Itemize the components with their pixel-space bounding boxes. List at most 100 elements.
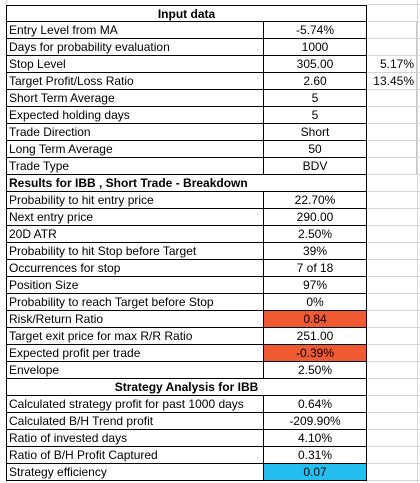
cell-label[interactable]: Envelope	[6, 362, 264, 379]
cell-value[interactable]: 2.60	[264, 73, 367, 90]
gridline	[367, 191, 420, 192]
cell-label[interactable]: Expected holding days	[6, 107, 264, 124]
cell-label[interactable]: 20D ATR	[6, 226, 264, 243]
cell-label[interactable]: Risk/Return Ratio	[6, 311, 264, 328]
cell-extra[interactable]: 13.45%	[367, 73, 417, 90]
results-row: Position Size 97%	[0, 277, 420, 294]
gridline	[367, 344, 420, 345]
cell-label[interactable]: Stop Level	[6, 56, 264, 73]
results-row: Envelope 2.50%	[0, 362, 420, 379]
input-row: Trade Type BDV	[0, 158, 420, 175]
results-row: Expected profit per trade -0.39%	[0, 345, 420, 362]
cell-value[interactable]: BDV	[264, 158, 367, 175]
strategy-section-title-row: Strategy Analysis for IBB	[0, 379, 420, 396]
cell-value[interactable]: 97%	[264, 277, 367, 294]
gridline	[367, 89, 420, 90]
cell-value[interactable]: 2.50%	[264, 226, 367, 243]
cell-label[interactable]: Long Term Average	[6, 141, 264, 158]
cell-label[interactable]: Ratio of B/H Profit Captured	[6, 447, 264, 464]
cell-value[interactable]: 2.50%	[264, 362, 367, 379]
cell-extra[interactable]	[367, 124, 417, 141]
results-row: Risk/Return Ratio 0.84	[0, 311, 420, 328]
input-row: Expected holding days 5	[0, 107, 420, 124]
cell-label[interactable]: Entry Level from MA	[6, 22, 264, 39]
cell-value[interactable]: 7 of 18	[264, 260, 367, 277]
cell-value[interactable]: 1000	[264, 39, 367, 56]
input-row: Long Term Average 50	[0, 141, 420, 158]
cell-label[interactable]: Trade Type	[6, 158, 264, 175]
cell-value[interactable]: -5.74%	[264, 22, 367, 39]
cell-label[interactable]: Next entry price	[6, 209, 264, 226]
cell-value[interactable]: 22.70%	[264, 192, 367, 209]
cell-value[interactable]: -209.90%	[264, 413, 367, 430]
strategy-row: Ratio of B/H Profit Captured 0.31%	[0, 447, 420, 464]
gridline	[367, 106, 420, 107]
cell-label[interactable]: Expected profit per trade	[6, 345, 264, 362]
results-section-title[interactable]: Results for IBB , Short Trade - Breakdow…	[6, 175, 367, 192]
cell-value[interactable]: 5	[264, 107, 367, 124]
cell-extra[interactable]: 5.17%	[367, 56, 417, 73]
gridline	[367, 480, 420, 481]
cell-value[interactable]: 50	[264, 141, 367, 158]
strategy-row: Calculated strategy profit for past 1000…	[0, 396, 420, 413]
results-row: Occurrences for stop 7 of 18	[0, 260, 420, 277]
cell-extra[interactable]	[367, 141, 417, 158]
gridline	[367, 412, 420, 413]
cell-label[interactable]: Strategy efficiency	[6, 464, 264, 481]
cell-value[interactable]: 251.00	[264, 328, 367, 345]
gridline	[367, 38, 420, 39]
cell-label[interactable]: Probability to hit Stop before Target	[6, 243, 264, 260]
cell-label[interactable]: Target Profit/Loss Ratio	[6, 73, 264, 90]
cell-value[interactable]: 5	[264, 90, 367, 107]
cell-label[interactable]: Probability to hit entry price	[6, 192, 264, 209]
gridline	[367, 293, 420, 294]
cell-extra[interactable]	[367, 90, 417, 107]
gridline	[417, 0, 418, 483]
results-row: 20D ATR 2.50%	[0, 226, 420, 243]
strategy-section-title[interactable]: Strategy Analysis for IBB	[6, 379, 367, 396]
cell-extra[interactable]	[367, 107, 417, 124]
cell-value[interactable]: 39%	[264, 243, 367, 260]
cell-value[interactable]: 0%	[264, 294, 367, 311]
cell-value[interactable]: 290.00	[264, 209, 367, 226]
cell-label[interactable]: Short Term Average	[6, 90, 264, 107]
cell-label[interactable]: Days for probability evaluation	[6, 39, 264, 56]
gridline	[367, 463, 420, 464]
cell-extra[interactable]	[367, 22, 417, 39]
gridline	[367, 72, 420, 73]
cell-value[interactable]: Short	[264, 124, 367, 141]
gridline	[367, 446, 420, 447]
gridline	[367, 21, 420, 22]
cell-extra[interactable]	[367, 39, 417, 56]
cell-extra[interactable]	[367, 158, 417, 175]
cell-label[interactable]: Trade Direction	[6, 124, 264, 141]
strategy-row: Strategy efficiency 0.07	[0, 464, 420, 481]
results-section-title-row: Results for IBB , Short Trade - Breakdow…	[0, 175, 420, 192]
input-header-row: Input data	[0, 5, 420, 22]
gridline	[367, 4, 420, 5]
gridline	[367, 310, 420, 311]
cell-value[interactable]: 0.31%	[264, 447, 367, 464]
cell-value[interactable]: -0.39%	[264, 345, 367, 362]
cell-value[interactable]: 305.00	[264, 56, 367, 73]
gridline	[367, 327, 420, 328]
cell-label[interactable]: Calculated B/H Trend profit	[6, 413, 264, 430]
input-row: Days for probability evaluation 1000	[0, 39, 420, 56]
cell-label[interactable]: Ratio of invested days	[6, 430, 264, 447]
gridline	[367, 174, 420, 175]
cell-value[interactable]: 0.84	[264, 311, 367, 328]
gridline	[367, 55, 420, 56]
cell-label[interactable]: Occurrences for stop	[6, 260, 264, 277]
cell-label[interactable]: Calculated strategy profit for past 1000…	[6, 396, 264, 413]
cell-label[interactable]: Target exit price for max R/R Ratio	[6, 328, 264, 345]
cell-value[interactable]: 4.10%	[264, 430, 367, 447]
results-row: Next entry price 290.00	[0, 209, 420, 226]
input-row: Stop Level 305.00 5.17%	[0, 56, 420, 73]
gridline	[367, 208, 420, 209]
cell-label[interactable]: Position Size	[6, 277, 264, 294]
input-section-title[interactable]: Input data	[6, 5, 367, 22]
cell-value[interactable]: 0.64%	[264, 396, 367, 413]
gridline	[367, 123, 420, 124]
cell-value[interactable]: 0.07	[264, 464, 367, 481]
cell-label[interactable]: Probability to reach Target before Stop	[6, 294, 264, 311]
